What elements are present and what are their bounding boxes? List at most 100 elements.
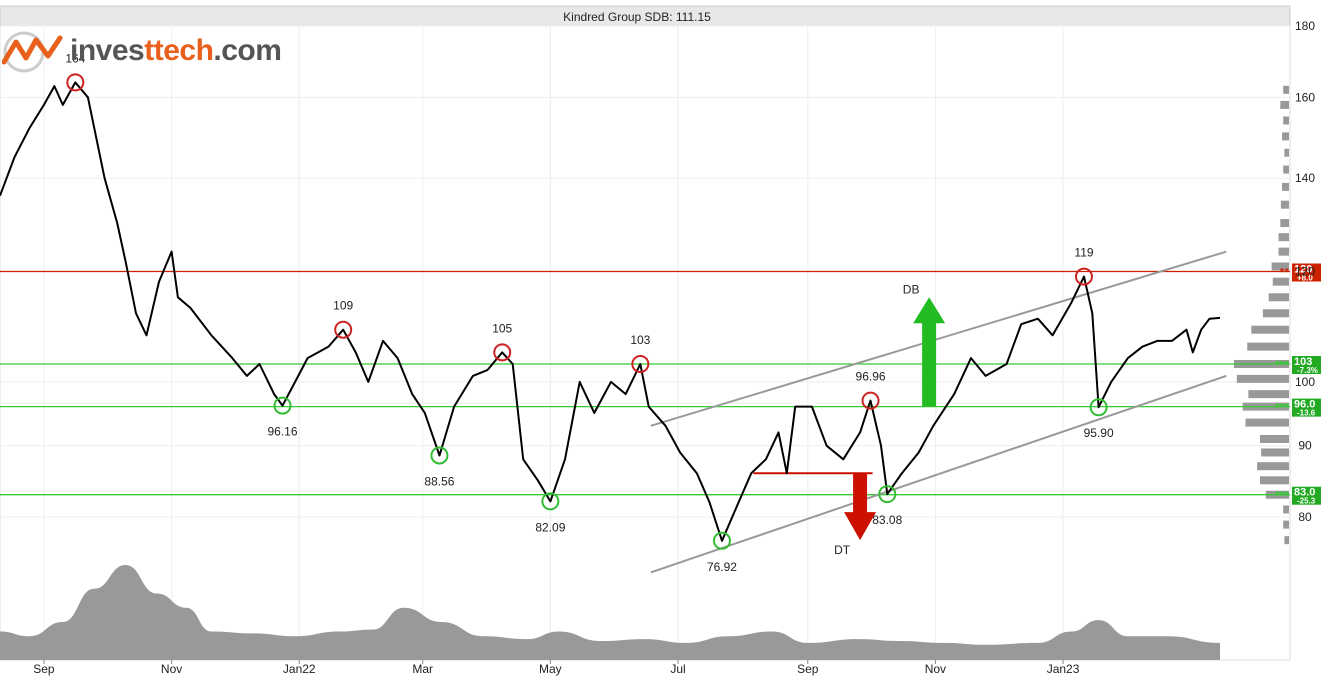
volume-profile-bar: [1283, 505, 1289, 514]
volume-profile-bar: [1282, 132, 1289, 141]
level-tag: [1292, 355, 1321, 374]
brand-text: investtech.com: [70, 34, 282, 68]
brand-text-a: inves: [70, 34, 145, 67]
axes-layer: Sep Nov Jan22 Mar May Jul Sep Nov Jan23 180 160 140…: [33, 19, 1315, 676]
level-stars: **: [1280, 266, 1290, 280]
chart-title: Kindred Group SDB: 111.15: [563, 10, 711, 24]
y-tick-label: 80: [1298, 510, 1312, 524]
price-point-label: 96.96: [856, 370, 886, 384]
x-tick-label: Sep: [797, 662, 819, 676]
volume-profile-bar: [1260, 434, 1289, 443]
volume-profile-bar: [1280, 200, 1289, 209]
channel-upper-line: [650, 250, 1227, 427]
volume-profile-bar: [1262, 309, 1289, 318]
volume-profile-bar: [1260, 476, 1289, 485]
top-marker: [631, 354, 650, 373]
channel-lower-line: [650, 374, 1227, 574]
formations-layer: DB DT: [753, 282, 946, 557]
volume-profile-bar: [1280, 219, 1289, 228]
volume-profile-bar: [1283, 85, 1289, 94]
level-tag: [1292, 398, 1321, 417]
formation-label: DT: [834, 543, 851, 557]
price-point-label: 82.09: [535, 520, 565, 534]
bottom-marker: [430, 446, 449, 465]
double-top-arrow: [844, 473, 877, 541]
level-stars: ***: [1275, 358, 1289, 372]
brand-text-b: ttech: [144, 34, 214, 67]
double-bottom-arrow: [913, 297, 946, 407]
volume-profile-bar: [1236, 374, 1289, 383]
volume-profile-bar: [1282, 182, 1289, 191]
level-pct-label: +8.0: [1297, 274, 1313, 283]
volume-profile-bar: [1280, 100, 1289, 109]
y-tick-label: 100: [1295, 375, 1315, 389]
x-tick-label: Jul: [670, 662, 685, 676]
level-pct-label: -7.3%: [1297, 366, 1318, 375]
volume-profile-bar: [1245, 418, 1289, 427]
level-value-label: 96.0: [1294, 399, 1315, 411]
volume-profile-bar: [1271, 262, 1289, 271]
y-tick-label: 140: [1295, 171, 1315, 185]
price-point-label: 119: [1074, 246, 1093, 260]
levels-layer: ** 120+8.0*** 103-7.3%*** 96.0-13.6*** 83.0-…: [0, 263, 1321, 506]
level-stars: ***: [1275, 489, 1289, 503]
volume-profile-bar: [1261, 448, 1289, 457]
level-value-label: 120: [1294, 264, 1312, 276]
volume-profile-bar: [1268, 293, 1289, 302]
volume-layer: [0, 565, 1220, 660]
x-tick-label: Jan23: [1047, 662, 1080, 676]
y-tick-label: 180: [1295, 19, 1315, 33]
formation-label: DB: [903, 282, 920, 296]
x-tick-label: May: [539, 662, 562, 676]
bottom-marker: [878, 485, 897, 504]
x-tick-label: Sep: [33, 662, 55, 676]
price-labels-layer: 164 96.16 109 88.56 105 82.09 103 76.92 96.96 83.…: [65, 51, 1114, 573]
volume-profile-bar: [1247, 342, 1289, 351]
top-marker: [334, 320, 353, 339]
top-marker: [1074, 267, 1093, 286]
channel-layer: [650, 250, 1227, 574]
x-tick-label: Mar: [412, 662, 433, 676]
y-tick-label: 120: [1295, 265, 1315, 279]
price-layer: [0, 81, 1221, 542]
logo-mark-icon: [1, 31, 63, 73]
volume-profile-bar: [1283, 165, 1289, 174]
level-tag: [1292, 486, 1321, 505]
level-value-label: 103: [1294, 356, 1312, 368]
price-point-label: 88.56: [424, 474, 454, 488]
top-marker: [861, 391, 880, 410]
bottom-marker: [541, 492, 560, 511]
volume-profile-bar: [1284, 536, 1289, 545]
volume-profile-bar: [1283, 116, 1289, 125]
x-tick-label: Jan22: [283, 662, 316, 676]
volume-profile-bar: [1278, 233, 1289, 242]
bottom-marker: [273, 396, 292, 415]
volume-profile-bar: [1283, 520, 1289, 529]
top-marker: [493, 343, 512, 362]
volume-profile-bar: [1278, 247, 1289, 256]
price-line: [0, 81, 1221, 542]
price-point-label: 95.90: [1084, 426, 1114, 440]
top-marker: [66, 73, 85, 92]
level-stars: ***: [1275, 401, 1289, 415]
level-tag: [1292, 263, 1321, 282]
bottom-marker: [1089, 398, 1108, 417]
volume-area: [0, 565, 1220, 660]
level-pct-label: -25.3: [1297, 497, 1316, 506]
volume-profile-bar: [1251, 325, 1289, 334]
brand-text-c: .com: [213, 34, 282, 67]
y-tick-label: 160: [1295, 90, 1315, 104]
x-tick-label: Nov: [925, 662, 946, 676]
volume-profile-bar: [1272, 277, 1289, 286]
bottom-marker: [712, 531, 731, 550]
price-point-label: 103: [630, 333, 650, 347]
level-value-label: 83.0: [1294, 487, 1315, 499]
price-point-label: 109: [333, 299, 353, 313]
volume-profile-bar: [1284, 148, 1289, 157]
volume-profile-bar: [1248, 390, 1289, 399]
volume-profile-bar: [1257, 462, 1289, 471]
y-tick-label: 90: [1298, 439, 1312, 453]
